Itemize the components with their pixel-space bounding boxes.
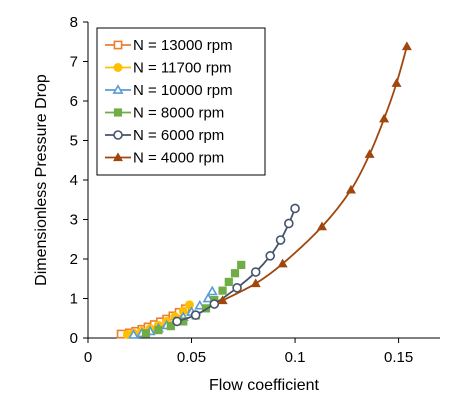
legend-label: N = 4000 rpm (133, 150, 224, 167)
data-point (190, 310, 201, 320)
data-point (265, 251, 276, 261)
data-point (128, 329, 140, 339)
legend-item: N = 10000 rpm (105, 82, 233, 99)
plot-area (116, 41, 412, 339)
legend-label: N = 10000 rpm (133, 82, 233, 99)
legend-item: N = 6000 rpm (105, 127, 224, 144)
data-point (141, 329, 151, 338)
data-point (154, 326, 163, 335)
legend-marker (113, 40, 123, 50)
data-point (209, 299, 220, 309)
axes: 0 1 2 3 4 5 6 7 8 0 0.05 0.1 0.15 (70, 14, 440, 366)
data-point (194, 299, 206, 310)
x-axis-title: Flow coefficient (209, 377, 320, 394)
legend-marker (113, 63, 123, 72)
data-point (224, 277, 233, 287)
data-point (275, 235, 286, 245)
legend-marker (113, 130, 123, 140)
y-tick-label: 0 (70, 330, 78, 347)
data-point (232, 283, 242, 293)
legend-marker (112, 152, 124, 162)
data-point (277, 258, 288, 268)
data-point (284, 218, 294, 229)
data-point (206, 285, 218, 296)
legend-item: N = 13000 rpm (105, 37, 233, 54)
x-tick-label: 0.05 (177, 349, 206, 366)
legend-label: N = 6000 rpm (133, 127, 224, 144)
y-tick-label: 7 (70, 54, 78, 71)
y-tick-label: 3 (70, 212, 78, 229)
series-6 (217, 41, 412, 305)
legend-item: N = 8000 rpm (105, 105, 224, 122)
legend-box (96, 27, 266, 176)
legend-item: N = 11700 rpm (105, 60, 232, 77)
legend-marker (113, 108, 123, 117)
data-point (217, 295, 228, 305)
x-tick-label: 0.15 (384, 349, 413, 366)
data-point (230, 269, 240, 278)
x-tick-label: 0 (84, 349, 92, 366)
y-tick-label: 6 (70, 93, 78, 110)
data-point (218, 286, 227, 295)
y-tick-label: 5 (70, 133, 78, 150)
data-point (391, 78, 402, 87)
y-axis-title: Dimensionless Pressure Drop (33, 74, 50, 286)
y-tick-label: 8 (70, 14, 78, 31)
data-point (379, 113, 390, 123)
legend-marker (112, 84, 124, 94)
data-point (166, 322, 175, 331)
data-point (290, 203, 300, 214)
y-tick-label: 2 (70, 251, 78, 268)
data-point (172, 316, 182, 327)
data-point (345, 184, 356, 194)
data-point (250, 278, 261, 288)
x-tick-label: 0.1 (285, 349, 306, 366)
data-point (250, 267, 261, 277)
legend-label: N = 8000 rpm (133, 105, 224, 122)
legend: N = 13000 rpm N = 11700 rpm N = 10000 rpm N… (96, 27, 266, 176)
series-5 (172, 203, 300, 327)
legend-label: N = 13000 rpm (133, 37, 233, 54)
data-point (316, 221, 327, 231)
y-tick-label: 1 (70, 291, 78, 308)
data-point (202, 292, 214, 303)
data-point (364, 149, 375, 158)
legend-item: N = 4000 rpm (105, 150, 224, 167)
y-tick-label: 4 (70, 172, 78, 189)
legend-label: N = 11700 rpm (133, 60, 232, 77)
data-point (401, 41, 412, 51)
data-point (237, 260, 246, 270)
